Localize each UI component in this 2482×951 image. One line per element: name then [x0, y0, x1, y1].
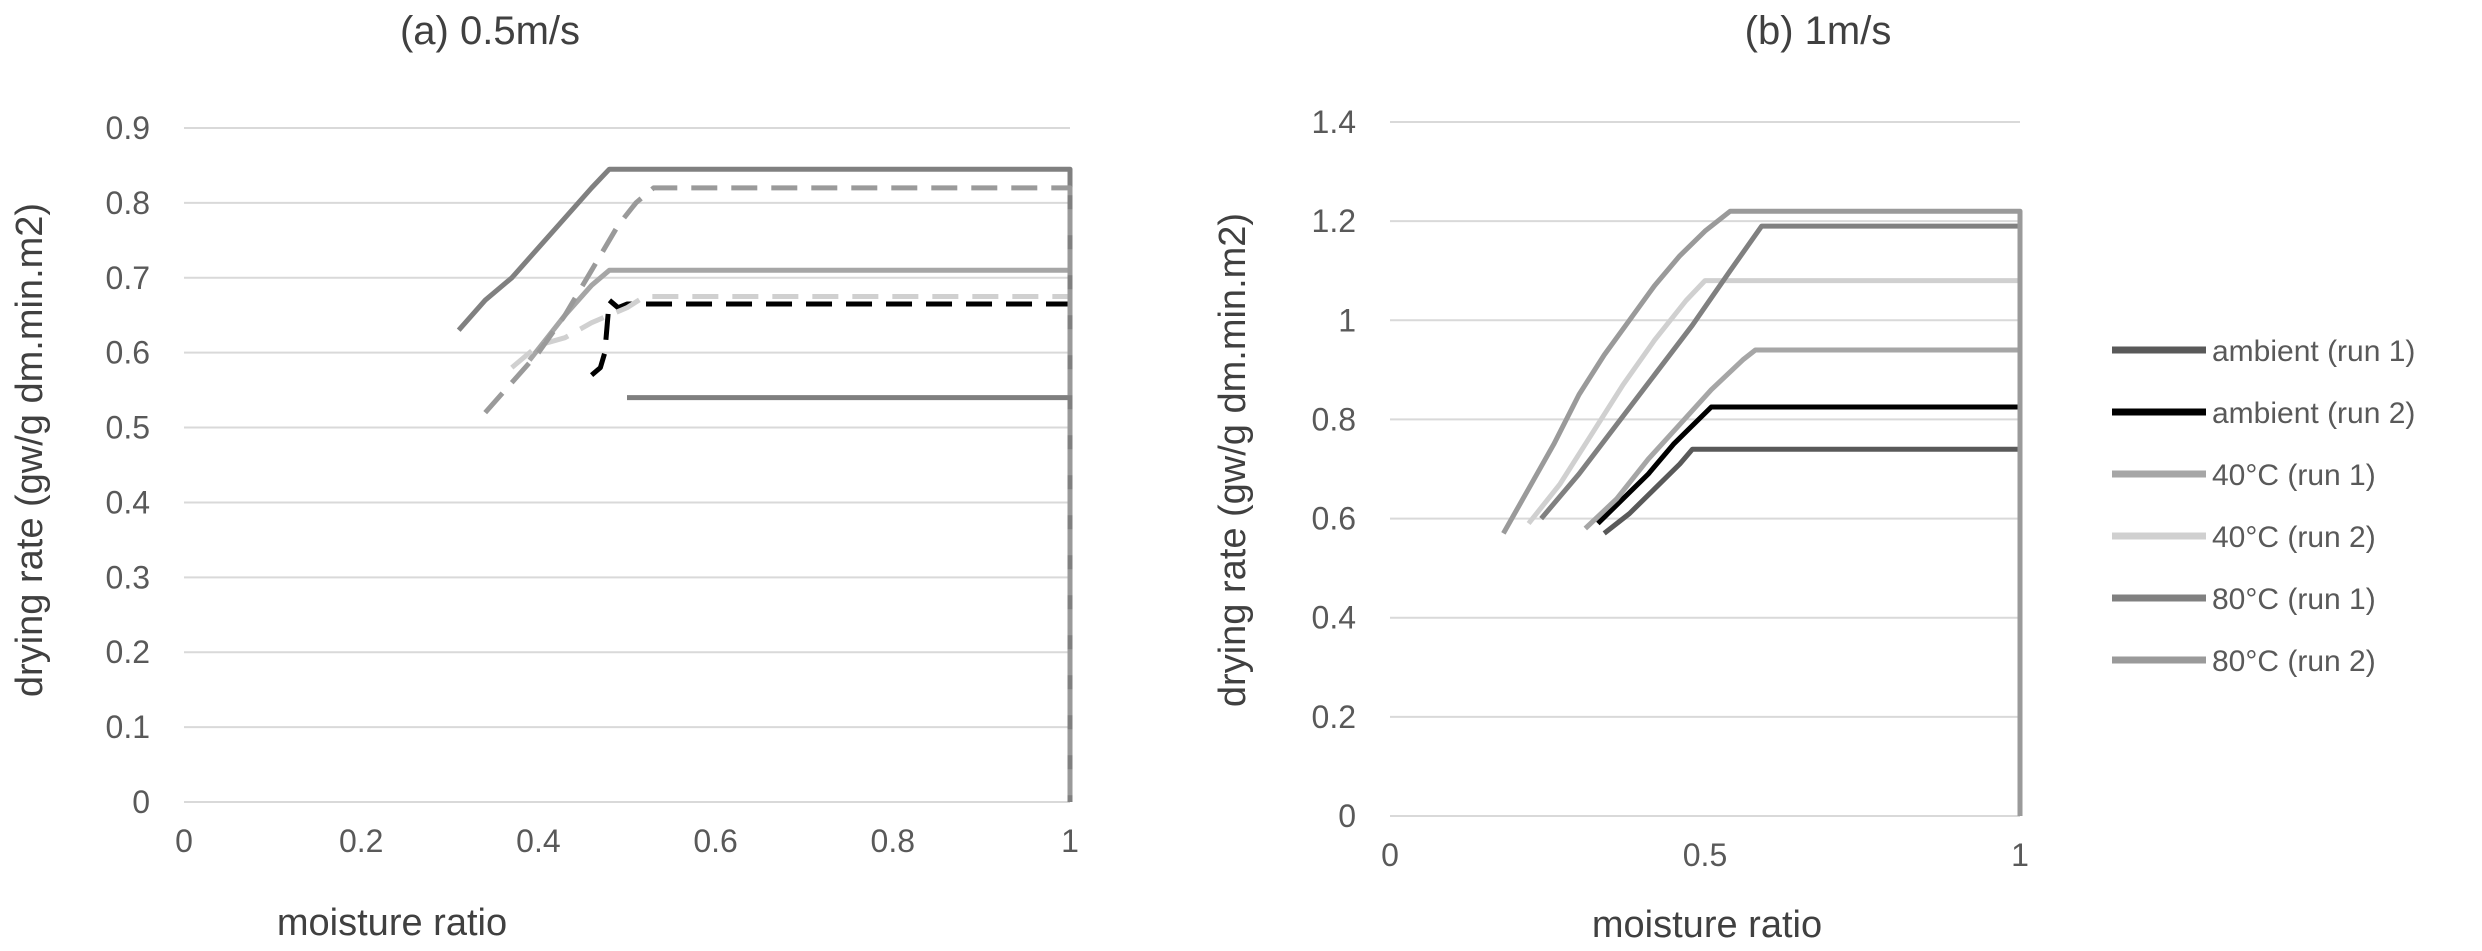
series-line-3: [527, 267, 1073, 802]
panel-a-x-axis-title: moisture ratio: [277, 902, 507, 944]
panel-b-gridlines: [1390, 121, 2020, 817]
series-line-2: [1596, 404, 2023, 816]
panel-b-y-tick-labels: 0 0.2 0.4 0.6 0.8 1 1.2 1.4: [1312, 104, 1356, 834]
series-line-4: [1526, 278, 2023, 816]
legend-label: ambient (run 1): [2212, 335, 2415, 368]
series-line-1: [627, 395, 1073, 802]
panel-a: (a) 0.5m/s 00.10.20.30.40.50.60.70.80.9 …: [9, 9, 1079, 944]
y-tick-label: 0.2: [106, 634, 150, 670]
panel-a-gridlines: [184, 127, 1070, 803]
x-tick-label: 0.8: [871, 823, 915, 859]
y-tick-label: 0.6: [106, 335, 150, 371]
y-tick-label: 0.9: [106, 110, 150, 146]
x-tick-label: 0.5: [1683, 837, 1727, 873]
series-line-5: [456, 166, 1073, 802]
x-tick-label: 0: [1381, 837, 1399, 873]
panel-b: (b) 1m/s 00.20.40.60.811.21.4 0 0.5 1 mois…: [1212, 9, 2415, 946]
x-tick-label: 1: [1061, 823, 1079, 859]
y-tick-label: 0.4: [106, 484, 150, 520]
panel-b-legend: ambient (run 1) ambient (run 2) 40°C (run …: [2112, 335, 2415, 678]
series-line-6: [483, 185, 1073, 802]
x-tick-label: 0.4: [516, 823, 560, 859]
legend-label: 80°C (run 1): [2212, 583, 2376, 616]
panel-b-x-axis-title: moisture ratio: [1592, 904, 1822, 946]
y-tick-label: 0.3: [106, 559, 150, 595]
y-tick-label: 0: [1338, 798, 1356, 834]
panel-a-y-tick-labels: 0 0.1 0.2 0.3 0.4 0.5 0.6 0.7 0.8 0.9: [106, 110, 150, 820]
y-tick-label: 0.6: [1312, 501, 1356, 537]
legend-label: 80°C (run 2): [2212, 645, 2376, 678]
x-tick-label: 0.6: [693, 823, 737, 859]
x-tick-label: 0: [175, 823, 193, 859]
y-tick-label: 0.7: [106, 260, 150, 296]
y-tick-label: 1: [1338, 302, 1356, 338]
legend-label: 40°C (run 2): [2212, 521, 2376, 554]
y-tick-label: 0.2: [1312, 699, 1356, 735]
legend-label: ambient (run 2): [2212, 397, 2415, 430]
panel-b-title: (b) 1m/s: [1745, 9, 1892, 53]
series-line-2: [589, 297, 1073, 802]
series-line-6: [1501, 208, 2023, 816]
panel-a-y-axis-title: drying rate (gw/g dm.min.m2): [9, 203, 51, 697]
y-tick-label: 0.8: [1312, 401, 1356, 437]
y-tick-label: 0.1: [106, 709, 150, 745]
y-tick-label: 0: [132, 784, 150, 820]
series-line-1: [1602, 446, 2023, 816]
y-tick-label: 0.4: [1312, 600, 1356, 636]
y-tick-label: 0.5: [106, 410, 150, 446]
panel-b-y-axis-title: drying rate (gw/g dm.min.m2): [1212, 213, 1254, 707]
panel-a-series: [456, 166, 1073, 802]
y-tick-label: 0.8: [106, 185, 150, 221]
x-tick-label: 0.2: [339, 823, 383, 859]
series-line-5: [1539, 223, 2023, 816]
series-line-3: [1583, 347, 2023, 816]
y-tick-label: 1.4: [1312, 104, 1356, 140]
panel-b-x-tick-labels: 0 0.5 1: [1381, 837, 2029, 873]
panel-b-series: [1501, 208, 2023, 816]
y-tick-label: 1.2: [1312, 203, 1356, 239]
legend-label: 40°C (run 1): [2212, 459, 2376, 492]
x-tick-label: 1: [2011, 837, 2029, 873]
panel-a-title: (a) 0.5m/s: [400, 9, 580, 53]
panel-a-x-tick-labels: 0 0.2 0.4 0.6 0.8 1: [175, 823, 1079, 859]
